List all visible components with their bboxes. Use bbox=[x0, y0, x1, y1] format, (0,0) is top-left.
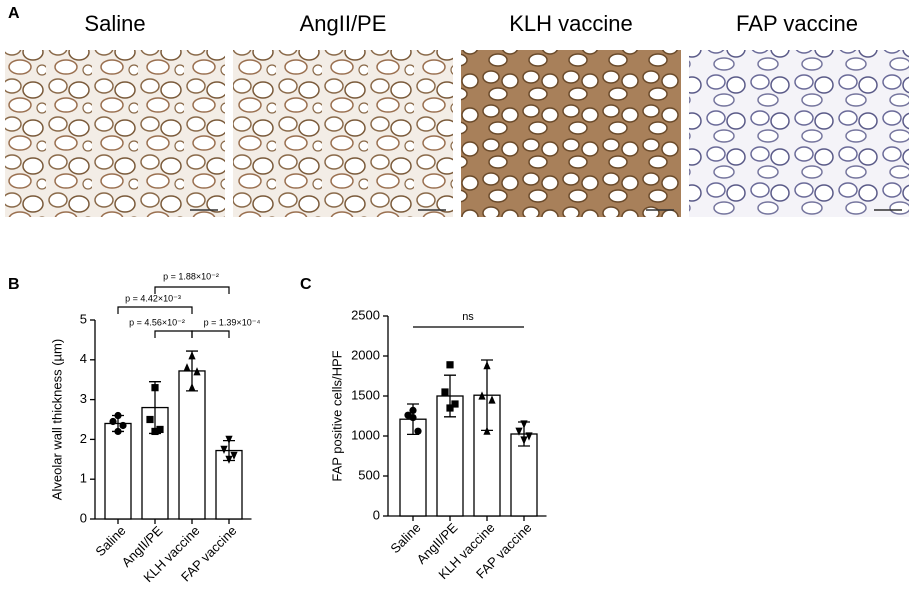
y-tick-label: 0 bbox=[80, 510, 87, 525]
panel-label: C bbox=[300, 276, 312, 293]
image-title: Saline bbox=[84, 11, 145, 36]
micrograph bbox=[233, 50, 453, 217]
y-tick-label: 500 bbox=[358, 467, 380, 482]
data-point bbox=[188, 351, 196, 360]
data-point bbox=[488, 395, 496, 404]
y-tick-label: 1500 bbox=[351, 387, 380, 402]
panel-label: B bbox=[8, 276, 20, 293]
micrograph bbox=[5, 50, 225, 217]
image-title: KLH vaccine bbox=[509, 11, 633, 36]
data-point bbox=[446, 361, 454, 369]
data-point bbox=[409, 414, 417, 422]
significance-label: p = 1.88×10⁻² bbox=[163, 271, 219, 281]
y-tick-label: 1000 bbox=[351, 427, 380, 442]
image-title: AngII/PE bbox=[300, 11, 387, 36]
bar bbox=[399, 418, 427, 517]
y-tick-label: 3 bbox=[80, 391, 87, 406]
data-point bbox=[119, 421, 127, 430]
y-tick-label: 0 bbox=[373, 507, 380, 522]
data-point bbox=[193, 367, 201, 376]
data-point bbox=[151, 384, 159, 392]
data-point bbox=[146, 415, 154, 424]
data-point bbox=[525, 432, 533, 441]
y-tick-label: 4 bbox=[80, 351, 87, 366]
y-tick-label: 1 bbox=[80, 471, 87, 486]
data-point bbox=[478, 391, 486, 400]
data-point bbox=[109, 417, 117, 426]
image-title: FAP vaccine bbox=[736, 11, 858, 36]
data-point bbox=[483, 361, 491, 370]
data-point bbox=[483, 426, 491, 435]
significance-label: p = 1.39×10⁻⁴ bbox=[204, 317, 261, 327]
bar bbox=[178, 370, 206, 520]
significance-label: p = 4.56×10⁻² bbox=[129, 317, 185, 327]
y-axis-title: Alveolar wall thickness (µm) bbox=[49, 339, 64, 500]
y-tick-label: 5 bbox=[80, 311, 87, 326]
significance-bracket bbox=[117, 306, 193, 314]
data-point bbox=[520, 420, 528, 429]
data-point bbox=[225, 455, 233, 464]
data-point bbox=[114, 427, 122, 436]
data-point bbox=[409, 406, 417, 414]
data-point bbox=[156, 425, 164, 434]
data-point bbox=[520, 436, 528, 445]
panel-label: A bbox=[8, 5, 20, 22]
data-point bbox=[151, 427, 159, 436]
data-point bbox=[220, 445, 228, 454]
y-tick-label: 2500 bbox=[351, 307, 380, 322]
data-point bbox=[230, 451, 238, 460]
data-point bbox=[515, 427, 523, 436]
data-point bbox=[446, 404, 454, 412]
significance-bracket bbox=[154, 330, 193, 338]
data-point bbox=[414, 427, 422, 435]
data-point bbox=[188, 383, 196, 392]
micrograph bbox=[689, 50, 909, 217]
significance-bracket bbox=[154, 286, 230, 294]
bar bbox=[104, 422, 132, 520]
y-tick-label: 2 bbox=[80, 431, 87, 446]
significance-bracket bbox=[191, 330, 230, 338]
y-axis-title: FAP positive cells/HPF bbox=[329, 350, 344, 481]
data-point bbox=[225, 435, 233, 444]
data-point bbox=[451, 400, 459, 408]
significance-label: p = 4.42×10⁻³ bbox=[125, 293, 181, 303]
data-point bbox=[441, 388, 449, 396]
data-point bbox=[114, 411, 122, 420]
micrograph bbox=[461, 50, 681, 217]
significance-label: ns bbox=[462, 311, 474, 323]
data-point bbox=[183, 363, 191, 372]
y-tick-label: 2000 bbox=[351, 347, 380, 362]
